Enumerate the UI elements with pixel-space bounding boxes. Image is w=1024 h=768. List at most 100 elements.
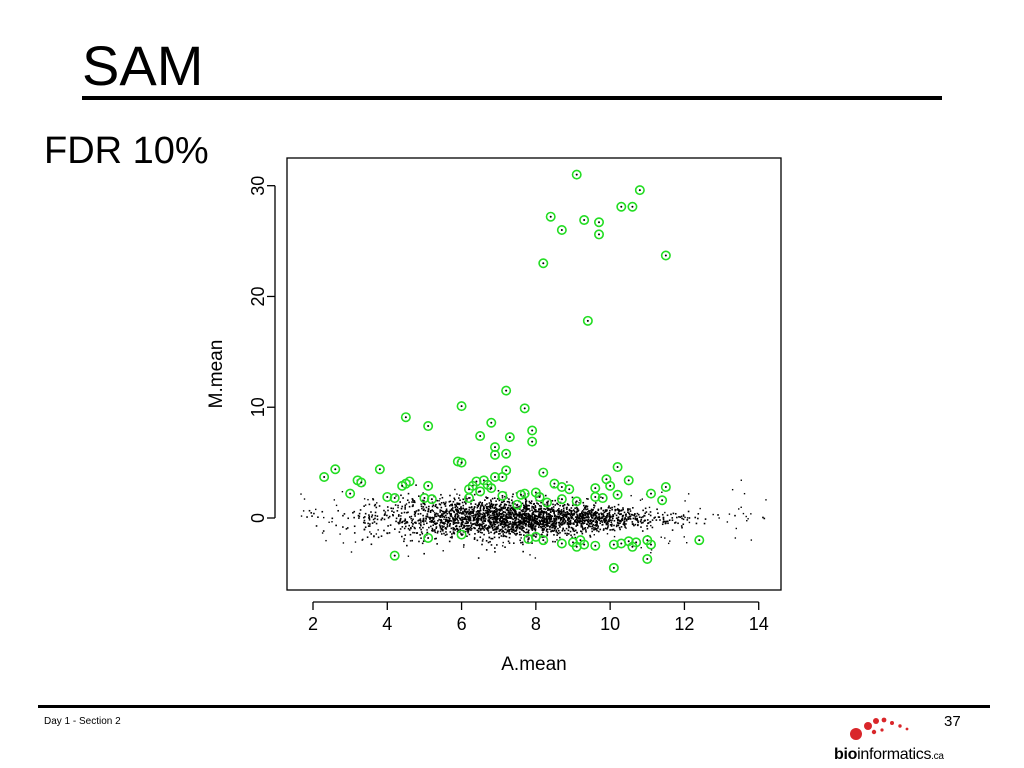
background-point bbox=[596, 518, 599, 520]
background-point bbox=[586, 508, 589, 510]
background-point bbox=[531, 526, 533, 528]
background-point bbox=[568, 533, 570, 535]
background-point bbox=[454, 498, 456, 501]
background-point bbox=[491, 506, 494, 509]
significant-point-center bbox=[490, 487, 493, 490]
background-point bbox=[587, 512, 589, 514]
background-point bbox=[414, 521, 416, 524]
background-point bbox=[537, 522, 540, 524]
background-point bbox=[512, 509, 515, 512]
background-point bbox=[586, 498, 588, 500]
background-point bbox=[488, 502, 491, 504]
background-point bbox=[511, 524, 513, 527]
background-point bbox=[343, 513, 346, 515]
significant-point-center bbox=[427, 484, 430, 487]
significant-point-center bbox=[575, 500, 578, 503]
background-point bbox=[575, 511, 577, 514]
background-point bbox=[469, 518, 471, 521]
background-point bbox=[682, 515, 685, 517]
background-point bbox=[600, 512, 602, 515]
background-point bbox=[428, 516, 430, 519]
background-point bbox=[546, 531, 549, 533]
background-point bbox=[498, 521, 500, 524]
background-point bbox=[557, 503, 559, 506]
background-point bbox=[554, 518, 556, 521]
background-point bbox=[494, 506, 496, 509]
background-point bbox=[422, 499, 424, 502]
background-point bbox=[474, 522, 476, 525]
background-point bbox=[520, 522, 523, 525]
background-point bbox=[500, 515, 502, 518]
background-point bbox=[525, 520, 528, 522]
background-point bbox=[571, 504, 574, 507]
background-point bbox=[419, 523, 422, 526]
background-point bbox=[539, 511, 542, 514]
background-point bbox=[421, 507, 423, 510]
background-point bbox=[522, 494, 525, 497]
background-point bbox=[605, 516, 608, 519]
background-point bbox=[529, 525, 532, 528]
background-point bbox=[520, 537, 522, 539]
background-point bbox=[387, 525, 389, 527]
background-point bbox=[533, 527, 536, 530]
background-point bbox=[467, 529, 470, 531]
background-point bbox=[513, 522, 515, 524]
background-point bbox=[657, 512, 659, 515]
background-point bbox=[554, 520, 557, 522]
background-point bbox=[664, 522, 667, 525]
background-point bbox=[569, 514, 572, 517]
background-point bbox=[569, 519, 572, 522]
background-point bbox=[656, 508, 658, 511]
background-point bbox=[742, 512, 745, 515]
background-point bbox=[583, 511, 585, 514]
background-point bbox=[455, 527, 458, 530]
background-point bbox=[481, 527, 483, 530]
background-point bbox=[486, 509, 489, 512]
background-point bbox=[448, 519, 450, 522]
background-point bbox=[573, 533, 576, 536]
background-point bbox=[495, 500, 497, 502]
background-point bbox=[554, 504, 556, 506]
background-point bbox=[583, 519, 585, 522]
background-point bbox=[367, 525, 370, 527]
background-point bbox=[367, 498, 369, 501]
background-point bbox=[483, 514, 485, 517]
background-point bbox=[603, 518, 606, 521]
background-point bbox=[458, 508, 461, 510]
background-point bbox=[632, 517, 635, 520]
background-point bbox=[566, 534, 568, 536]
background-point bbox=[501, 496, 504, 499]
background-point bbox=[531, 542, 533, 544]
background-point bbox=[525, 531, 527, 534]
background-point bbox=[571, 514, 574, 517]
background-point bbox=[463, 544, 465, 546]
background-point bbox=[406, 521, 409, 524]
background-point bbox=[501, 513, 503, 516]
background-point bbox=[558, 524, 560, 526]
background-point bbox=[681, 517, 683, 520]
background-point bbox=[302, 510, 305, 512]
background-point bbox=[553, 524, 556, 526]
background-point bbox=[442, 529, 444, 532]
background-point bbox=[386, 506, 389, 508]
background-point bbox=[533, 502, 535, 505]
background-point bbox=[448, 525, 451, 527]
background-point bbox=[454, 488, 456, 491]
background-point bbox=[493, 511, 496, 514]
background-point bbox=[576, 507, 579, 510]
significant-point-center bbox=[605, 478, 608, 481]
background-point bbox=[454, 529, 456, 531]
background-point bbox=[438, 500, 440, 502]
background-point bbox=[485, 510, 488, 512]
background-point bbox=[438, 524, 441, 526]
background-point bbox=[539, 494, 541, 497]
background-point bbox=[308, 509, 311, 512]
background-point bbox=[496, 544, 498, 546]
background-point bbox=[453, 511, 456, 514]
background-point bbox=[588, 510, 591, 512]
background-point bbox=[457, 502, 460, 505]
background-point bbox=[440, 527, 443, 530]
background-point bbox=[525, 525, 527, 527]
background-point bbox=[440, 493, 442, 496]
background-point bbox=[515, 525, 518, 528]
